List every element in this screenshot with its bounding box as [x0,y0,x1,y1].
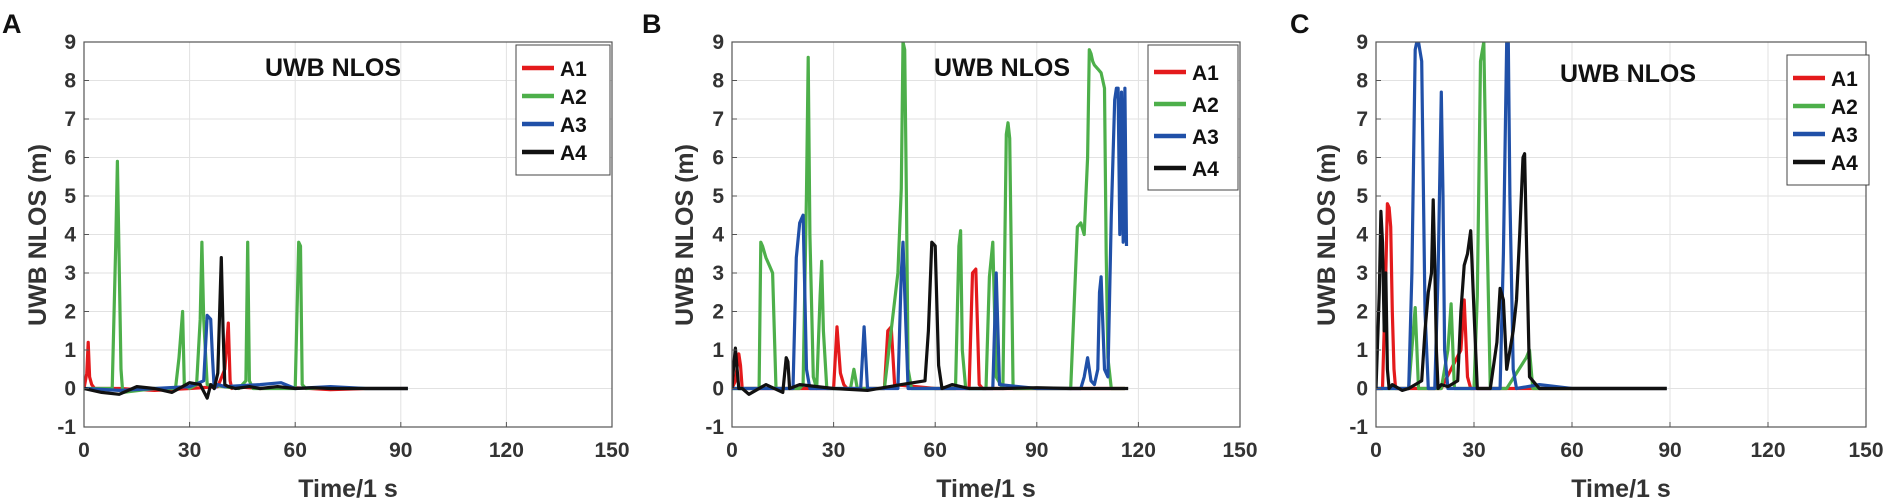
y-tick-label: 6 [64,147,76,170]
chart-title: UWB NLOS [934,54,1070,82]
y-axis-label: UWB NLOS (m) [1313,144,1341,326]
series-line-a2 [84,159,408,394]
x-tick-label: 90 [389,439,412,462]
y-tick-label: 8 [64,70,76,93]
y-tick-label: 1 [712,339,724,362]
legend-label-a2: A2 [1831,96,1858,119]
y-tick-label: 4 [712,224,724,247]
legend-label-a1: A1 [1831,68,1858,91]
x-tick-label: 120 [489,439,524,462]
legend-label-a3: A3 [1831,124,1858,147]
x-tick-label: 30 [178,439,201,462]
x-axis-label: Time/1 s [298,475,398,500]
y-tick-label: 7 [712,108,724,131]
y-tick-label: 0 [1356,378,1368,401]
legend-label-a4: A4 [1831,152,1858,175]
x-axis-label: Time/1 s [1571,475,1671,500]
y-tick-label: 5 [64,185,76,208]
x-tick-label: 60 [924,439,947,462]
x-tick-label: 150 [1848,439,1883,462]
y-tick-label: 2 [64,301,76,324]
x-tick-label: 60 [1560,439,1583,462]
x-tick-label: 90 [1658,439,1681,462]
y-tick-label: 3 [712,262,724,285]
y-tick-label: 1 [1356,339,1368,362]
panel-letter: C [1290,9,1310,39]
y-tick-label: 7 [64,108,76,131]
chart-title: UWB NLOS [1560,60,1696,88]
series-line-a4 [84,256,408,400]
y-tick-label: 5 [712,185,724,208]
y-tick-label: 3 [1356,262,1368,285]
x-tick-label: 90 [1025,439,1048,462]
y-tick-label: 5 [1356,185,1368,208]
y-tick-label: -1 [1349,416,1368,439]
y-tick-label: 7 [1356,108,1368,131]
legend-label-a2: A2 [560,86,587,109]
series-line-a4 [732,240,1129,396]
panel-letter: A [2,9,22,39]
x-tick-label: 150 [1222,439,1257,462]
legend: A1 A2 A3 A4 [515,44,611,176]
x-tick-label: 120 [1750,439,1785,462]
series-lines [1376,42,1667,392]
legend: A1 A2 A3 A4 [1786,54,1870,186]
x-axis-label: Time/1 s [936,475,1036,500]
y-tick-label: 1 [64,339,76,362]
chart-title: UWB NLOS [265,54,401,82]
y-tick-label: 4 [64,224,76,247]
x-tick-label: 150 [594,439,629,462]
y-tick-label: 8 [712,70,724,93]
legend-label-a2: A2 [1192,94,1219,117]
x-tick-label: 60 [284,439,307,462]
y-tick-label: -1 [57,416,76,439]
y-tick-label: 8 [1356,70,1368,93]
legend-label-a3: A3 [1192,126,1219,149]
x-tick-label: 0 [726,439,738,462]
panel-letter: B [642,9,662,39]
y-tick-label: 9 [712,31,724,54]
y-tick-label: 3 [64,262,76,285]
y-tick-label: 9 [64,31,76,54]
x-tick-label: 120 [1121,439,1156,462]
y-axis-label: UWB NLOS (m) [24,144,52,326]
legend-label-a1: A1 [1192,62,1219,85]
y-axis-label: UWB NLOS (m) [671,144,699,326]
legend-label-a3: A3 [560,114,587,137]
series-line-a4 [1376,152,1667,392]
x-tick-label: 30 [822,439,845,462]
y-tick-label: 6 [712,147,724,170]
legend-label-a1: A1 [560,58,587,81]
y-tick-label: 0 [64,378,76,401]
y-tick-label: 2 [712,301,724,324]
legend-label-a4: A4 [1192,158,1219,181]
y-tick-label: 4 [1356,224,1368,247]
series-lines [732,42,1129,396]
y-tick-label: -1 [705,416,724,439]
series-lines [84,159,408,400]
x-tick-label: 0 [78,439,90,462]
y-tick-label: 0 [712,378,724,401]
x-tick-label: 30 [1462,439,1485,462]
series-line-a2 [1376,42,1667,391]
y-tick-label: 2 [1356,301,1368,324]
legend: A1 A2 A3 A4 [1147,44,1239,191]
y-tick-label: 9 [1356,31,1368,54]
x-tick-label: 0 [1370,439,1382,462]
y-tick-label: 6 [1356,147,1368,170]
legend-label-a4: A4 [560,142,587,165]
